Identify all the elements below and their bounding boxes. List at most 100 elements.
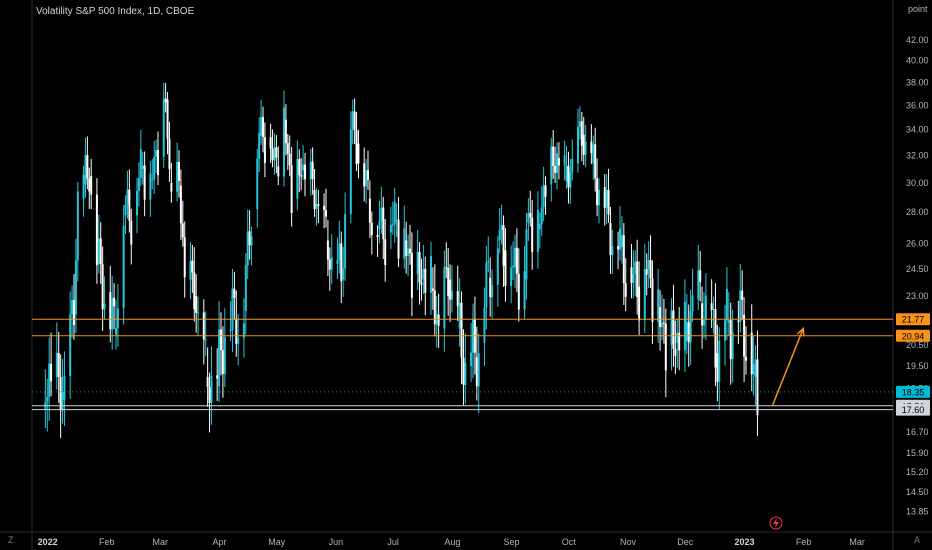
candle-body: [378, 221, 381, 230]
candle-body: [210, 375, 213, 403]
candle-body: [517, 273, 520, 310]
y-tick-label: 20.50: [906, 340, 929, 350]
candle-body: [48, 363, 51, 397]
candle-body: [619, 228, 621, 250]
auto-scale-toggle[interactable]: A: [914, 535, 921, 545]
candle-body: [756, 359, 759, 416]
candle-body: [286, 143, 289, 154]
candle-body: [594, 144, 597, 179]
candle-body: [178, 161, 180, 181]
candle-body: [550, 146, 553, 185]
candle-body: [697, 270, 700, 300]
candle-body: [181, 223, 184, 238]
candle-body: [538, 224, 541, 230]
candle-body: [330, 257, 333, 270]
candle-body: [565, 165, 568, 182]
candle-body: [731, 332, 734, 360]
candle-body: [166, 99, 169, 139]
candle-body: [620, 235, 623, 248]
candle-body: [229, 330, 232, 332]
y-tick-label: 24.50: [906, 264, 929, 274]
candle-body: [113, 297, 116, 307]
candle-body: [678, 332, 681, 351]
candle-body: [355, 130, 358, 165]
y-tick-label: 28.00: [906, 207, 929, 217]
candle-body: [754, 359, 757, 378]
candle-body: [325, 210, 327, 217]
level-price-badge: [896, 329, 930, 342]
candle-body: [638, 286, 641, 321]
candle-body: [256, 158, 259, 210]
candle-body: [86, 155, 89, 179]
candle-body: [403, 228, 406, 259]
candle-body: [336, 260, 339, 264]
candle-body: [382, 207, 385, 240]
candle-body: [424, 268, 427, 293]
candle-body: [445, 267, 448, 269]
candle-body: [368, 198, 371, 223]
candle-body: [483, 307, 486, 343]
candle-body: [718, 340, 721, 382]
candle-body: [296, 159, 299, 199]
candle-body: [464, 362, 467, 385]
candle-body: [122, 226, 125, 309]
candle-body: [514, 247, 516, 268]
candle-body: [302, 164, 305, 171]
price-unit-label: point: [908, 4, 928, 14]
candle-body: [470, 352, 473, 367]
x-tick-label: Feb: [99, 537, 115, 547]
y-tick-label: 40.00: [906, 56, 929, 66]
candle-body: [624, 283, 627, 297]
candle-body: [220, 329, 222, 351]
candle-body: [523, 271, 526, 310]
candle-body: [422, 268, 425, 280]
corner-left-label[interactable]: Z: [8, 535, 14, 545]
candle-body: [605, 189, 608, 208]
time-axis[interactable]: 2022 Feb Mar Apr May Jun Jul Aug Sep Oct Nov Dec 202…: [38, 537, 865, 547]
candle-body: [338, 243, 341, 261]
candle-body: [143, 165, 146, 200]
candle-body: [183, 237, 186, 278]
candle-body: [437, 314, 440, 326]
candle-body: [300, 175, 303, 177]
lightning-icon-ring: [769, 516, 783, 530]
candle-body: [271, 148, 274, 161]
candle-body: [540, 207, 543, 225]
candle-body: [151, 179, 154, 181]
candle-body: [61, 392, 64, 411]
lightning-icon[interactable]: [769, 516, 783, 530]
candle-body: [405, 240, 408, 256]
y-tick-label: 16.70: [906, 427, 929, 437]
candle-body: [99, 238, 102, 265]
candle-body: [218, 329, 221, 387]
candle-body: [554, 165, 557, 173]
candle-body: [689, 311, 692, 343]
candle-body: [311, 161, 314, 179]
candle-body: [237, 337, 240, 344]
candle-body: [630, 267, 633, 283]
price-axis[interactable]: 42.00 40.00 38.00 36.00 34.00 32.00 30.00 28.00…: [906, 35, 929, 517]
candle-body: [233, 288, 236, 298]
candle-body: [231, 288, 234, 331]
candle-body: [477, 353, 480, 387]
level-price-label: 17.60: [902, 405, 925, 415]
candle-body: [88, 178, 91, 192]
candle-body: [531, 217, 534, 252]
candle-body: [349, 129, 352, 215]
candle-body: [246, 231, 249, 265]
candle-body: [609, 222, 612, 255]
candle-body: [63, 375, 66, 401]
candle-body: [313, 190, 316, 210]
candle-body: [376, 234, 379, 238]
candle-body: [729, 320, 732, 360]
candle-body: [460, 302, 463, 358]
candle-body: [710, 303, 713, 311]
candle-body: [191, 260, 194, 273]
candle-body: [649, 260, 652, 279]
x-tick-label: Mar: [849, 537, 865, 547]
candle-body: [712, 308, 715, 311]
candle-body: [84, 155, 87, 185]
y-tick-label: 23.00: [906, 291, 929, 301]
